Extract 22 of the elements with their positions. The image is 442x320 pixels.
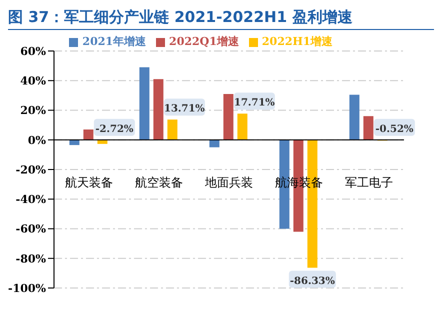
x-tick-label: 航空装备: [135, 176, 183, 190]
y-tick-label: -20%: [16, 163, 47, 176]
y-tick-label: 60%: [20, 44, 47, 58]
x-tick-label: 航天装备: [65, 176, 113, 190]
data-label: 13.71%: [164, 104, 206, 115]
y-tick-label: -80%: [16, 252, 47, 266]
legend-label: 2022Q1增速: [169, 35, 239, 48]
data-label: 17.71%: [234, 98, 276, 109]
y-tick-label: -100%: [8, 282, 47, 295]
chart-title: 图 37：军工细分产业链 2021-2022H1 盈利增速: [8, 8, 434, 30]
y-tick-label: -60%: [16, 222, 47, 236]
y-tick-label: 40%: [20, 74, 47, 88]
data-label: -2.72%: [95, 124, 134, 135]
y-tick-label: -40%: [16, 193, 47, 206]
legend-label: 2021年增速: [82, 35, 146, 48]
x-tick-label: 军工电子: [345, 176, 393, 190]
data-label: -0.52%: [375, 124, 414, 135]
y-tick-label: 20%: [20, 104, 47, 118]
y-tick-label: 0%: [28, 134, 47, 147]
x-tick-label: 地面兵装: [204, 176, 253, 190]
legend-label: 2022H1增速: [262, 35, 333, 48]
data-label: -86.33%: [290, 276, 336, 287]
